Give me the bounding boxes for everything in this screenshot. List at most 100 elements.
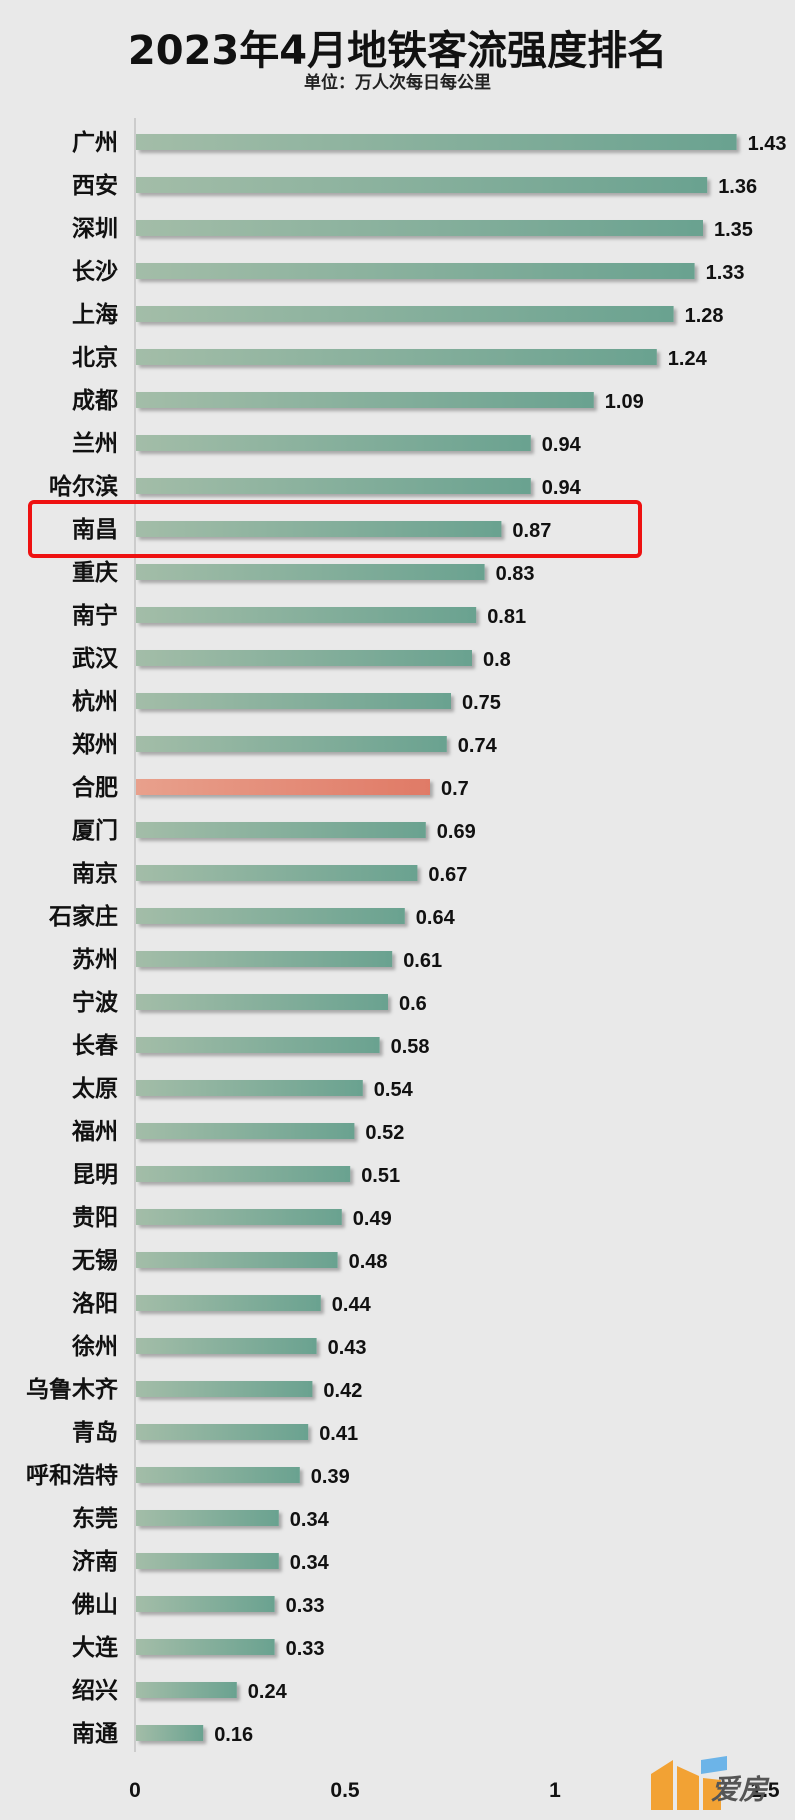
category-label: 青岛 [72, 1419, 118, 1446]
value-label: 0.49 [353, 1208, 392, 1230]
value-label: 0.61 [403, 950, 442, 972]
value-label: 0.52 [365, 1122, 404, 1144]
x-tick-label: 0.5 [330, 1779, 360, 1802]
category-label: 南宁 [72, 602, 118, 629]
bar [136, 1080, 363, 1096]
category-label: 无锡 [72, 1248, 118, 1274]
bar [136, 1682, 237, 1698]
category-label: 北京 [72, 344, 118, 371]
category-label: 郑州 [72, 732, 118, 758]
value-label: 0.94 [542, 434, 582, 456]
bar [136, 822, 426, 838]
logo-text: 爱房 [710, 1773, 767, 1806]
bar [136, 1381, 313, 1397]
category-label: 乌鲁木齐 [26, 1376, 119, 1403]
category-label: 济南 [72, 1548, 118, 1575]
bar [136, 1467, 300, 1483]
value-label: 0.16 [214, 1724, 253, 1746]
value-label: 0.43 [328, 1337, 367, 1359]
category-label: 南通 [72, 1721, 118, 1747]
value-label: 0.33 [286, 1595, 325, 1617]
bar [136, 650, 472, 666]
bar [136, 1424, 309, 1440]
category-label: 西安 [72, 172, 118, 199]
value-label: 1.28 [685, 305, 724, 327]
category-label: 洛阳 [72, 1290, 118, 1317]
category-label: 广州 [72, 129, 118, 156]
bar [136, 1639, 275, 1655]
value-label: 1.33 [706, 262, 745, 284]
category-label: 太原 [72, 1076, 118, 1102]
bar [136, 521, 502, 537]
value-label: 0.24 [248, 1681, 288, 1703]
bar [136, 564, 485, 580]
value-label: 0.7 [441, 778, 469, 800]
category-label: 昆明 [72, 1162, 118, 1188]
category-label: 武汉 [72, 646, 119, 672]
bar [136, 1166, 351, 1182]
bar [136, 1209, 342, 1225]
bar [136, 349, 657, 365]
bar [136, 1725, 204, 1741]
value-label: 0.64 [416, 907, 456, 929]
bars-layer: 广州 1.43 西安 1.36 深圳 1.35 长沙 1.33 上海 1.28 北京 1.24 成都 1.… [26, 118, 787, 1802]
value-label: 0.34 [290, 1552, 330, 1574]
value-label: 1.09 [605, 391, 644, 413]
value-label: 0.8 [483, 649, 511, 671]
category-label: 苏州 [72, 947, 118, 973]
value-label: 1.43 [748, 133, 787, 155]
value-label: 0.58 [391, 1036, 430, 1058]
value-label: 0.74 [458, 735, 498, 757]
bar [136, 134, 737, 150]
house-logo-icon [651, 1756, 727, 1810]
x-tick-label: 1.5 [750, 1779, 780, 1802]
category-label: 杭州 [72, 688, 118, 715]
category-label: 长沙 [72, 259, 118, 285]
category-label: 东莞 [72, 1505, 118, 1532]
value-label: 1.35 [714, 219, 753, 241]
category-label: 南京 [72, 860, 118, 887]
value-label: 0.69 [437, 821, 476, 843]
value-label: 1.24 [668, 348, 708, 370]
category-label: 佛山 [71, 1592, 118, 1618]
category-label: 长春 [72, 1033, 119, 1059]
bar [136, 908, 405, 924]
value-label: 0.75 [462, 692, 501, 714]
value-label: 0.94 [542, 477, 582, 499]
bar [136, 263, 695, 279]
category-label: 南昌 [72, 517, 118, 543]
bar [136, 1553, 279, 1569]
value-label: 0.48 [349, 1251, 388, 1273]
bar [136, 220, 703, 236]
bar [136, 779, 430, 795]
value-label: 0.51 [361, 1165, 400, 1187]
category-label: 徐州 [71, 1333, 118, 1360]
value-label: 0.39 [311, 1466, 350, 1488]
category-label: 哈尔滨 [49, 473, 118, 500]
bar [136, 478, 531, 494]
category-label: 福州 [71, 1119, 118, 1145]
chart-title: 2023年4月地铁客流强度排名 [127, 28, 668, 74]
value-label: 0.42 [323, 1380, 362, 1402]
bar [136, 693, 451, 709]
bar [136, 1295, 321, 1311]
category-label: 呼和浩特 [26, 1463, 118, 1489]
bar [136, 306, 674, 322]
bar [136, 392, 594, 408]
bar [136, 951, 393, 967]
category-label: 成都 [72, 388, 118, 414]
category-label: 合肥 [72, 774, 118, 801]
bar [136, 736, 447, 752]
value-label: 0.34 [290, 1509, 330, 1531]
value-label: 0.81 [487, 606, 526, 628]
value-label: 0.54 [374, 1079, 414, 1101]
value-label: 0.6 [399, 993, 427, 1015]
highlight-box [28, 500, 642, 558]
x-tick-label: 1 [549, 1779, 561, 1802]
category-label: 深圳 [72, 216, 118, 242]
category-label: 重庆 [72, 559, 118, 586]
category-label: 贵阳 [72, 1205, 118, 1231]
value-label: 0.67 [428, 864, 467, 886]
bar [136, 1123, 355, 1139]
